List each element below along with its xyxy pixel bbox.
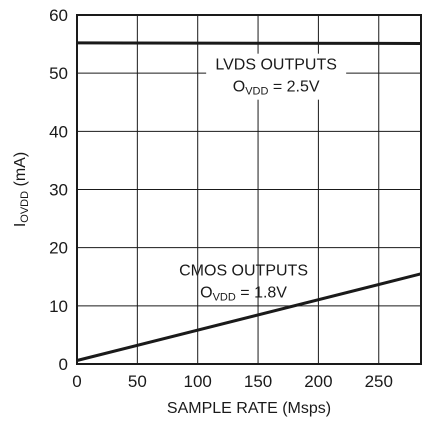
y-tick-label: 30: [49, 181, 68, 200]
y-axis-label-main: I: [12, 223, 29, 227]
y-axis-label: IOVDD (mA): [12, 152, 31, 227]
lvds-annotation-line2-sub: VDD: [245, 86, 268, 98]
x-tick-label: 0: [72, 372, 81, 391]
series-line-cmos: [76, 272, 422, 362]
lvds-annotation-line2-main: O: [233, 79, 245, 96]
lvds-annotation-line2-rest: = 2.5V: [268, 79, 319, 96]
y-axis-label-unit: (mA): [12, 152, 29, 191]
x-tick-label: 50: [128, 372, 147, 391]
cmos-annotation-line2: OVDD = 1.8V: [200, 285, 287, 304]
y-tick-label: 40: [49, 122, 68, 141]
cmos-annotation-line2-main: O: [200, 285, 212, 302]
y-tick-label: 60: [49, 6, 68, 25]
x-tick-labels: 0 50 100 150 200 250: [72, 372, 393, 391]
x-tick-label: 200: [304, 372, 332, 391]
y-tick-label: 10: [49, 297, 68, 316]
cmos-annotation-line1: CMOS OUTPUTS: [179, 263, 308, 280]
cmos-annotation-line2-sub: VDD: [213, 292, 236, 304]
series-lines: [76, 41, 422, 362]
lvds-annotation-line1: LVDS OUTPUTS: [215, 57, 337, 74]
series-line-lvds: [76, 41, 422, 46]
y-tick-labels: 0 10 20 30 40 50 60: [49, 6, 68, 374]
x-axis-label: SAMPLE RATE (Msps): [167, 400, 331, 417]
x-tick-label: 250: [365, 372, 393, 391]
y-tick-label: 0: [59, 355, 68, 374]
lvds-annotation-line2: OVDD = 2.5V: [233, 79, 320, 98]
x-tick-label: 150: [244, 372, 272, 391]
y-tick-label: 20: [49, 239, 68, 258]
y-tick-label: 50: [49, 64, 68, 83]
lvds-annotation-background: [206, 53, 347, 100]
y-axis-label-sub: OVDD: [19, 191, 31, 223]
cmos-annotation-line2-rest: = 1.8V: [236, 285, 287, 302]
plot-frame: [76, 14, 422, 365]
x-tick-label: 100: [184, 372, 212, 391]
